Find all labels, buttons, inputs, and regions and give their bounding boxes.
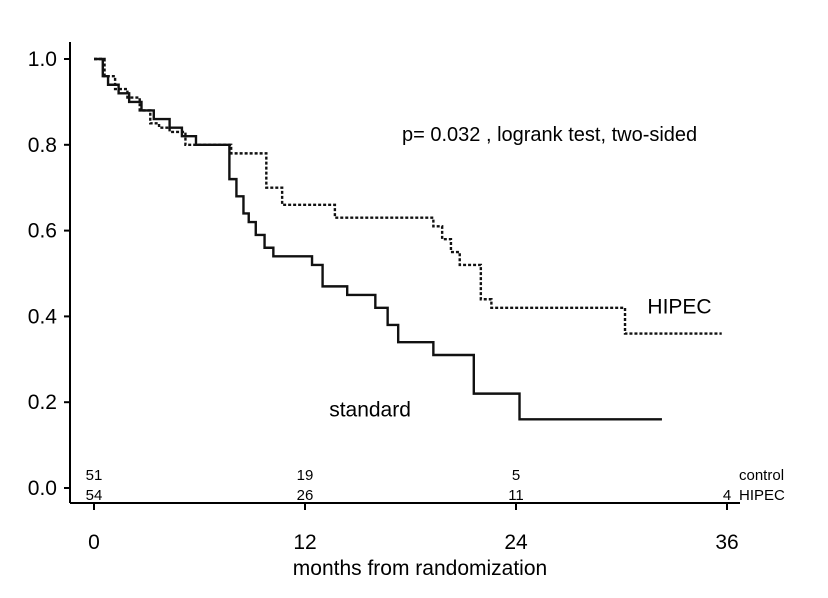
p-value-annotation: p= 0.032 , logrank test, two-sided: [402, 124, 697, 146]
series-layer: [94, 57, 722, 421]
risk-count: 26: [297, 487, 314, 504]
axes: [69, 42, 740, 504]
x-ticks: 0 12 24 36: [88, 503, 739, 554]
y-tick-label: 0.2: [28, 391, 57, 414]
risk-count: 51: [86, 467, 103, 484]
x-axis-title: months from randomization: [293, 557, 547, 580]
y-tick-label: 1.0: [28, 48, 57, 71]
series-line-standard: [94, 57, 662, 421]
risk-count: 4: [723, 487, 731, 504]
risk-count: 19: [297, 467, 314, 484]
series-labels: HIPEC standard: [329, 296, 711, 422]
x-tick-label: 24: [504, 531, 528, 554]
risk-count: 5: [512, 467, 520, 484]
y-tick-label: 0.6: [28, 220, 57, 243]
y-tick-label: 0.8: [28, 134, 57, 157]
x-tick-label: 12: [293, 531, 316, 554]
risk-row-name: HIPEC: [739, 487, 785, 504]
series-label: HIPEC: [647, 296, 711, 319]
y-ticks: 0.0 0.2 0.4 0.6 0.8 1.0: [28, 48, 70, 500]
series-line-hipec: [94, 57, 722, 335]
y-tick-label: 0.0: [28, 477, 57, 500]
y-tick-label: 0.4: [28, 305, 58, 328]
risk-row-name: control: [739, 467, 784, 484]
x-tick-label: 36: [715, 531, 738, 554]
risk-count: 54: [86, 487, 103, 504]
risk-count: 11: [508, 487, 524, 504]
series-label: standard: [329, 399, 411, 422]
risk-table: 51 19 5 control 54 26 11 4 HIPEC: [86, 467, 785, 504]
x-tick-label: 0: [88, 531, 100, 554]
